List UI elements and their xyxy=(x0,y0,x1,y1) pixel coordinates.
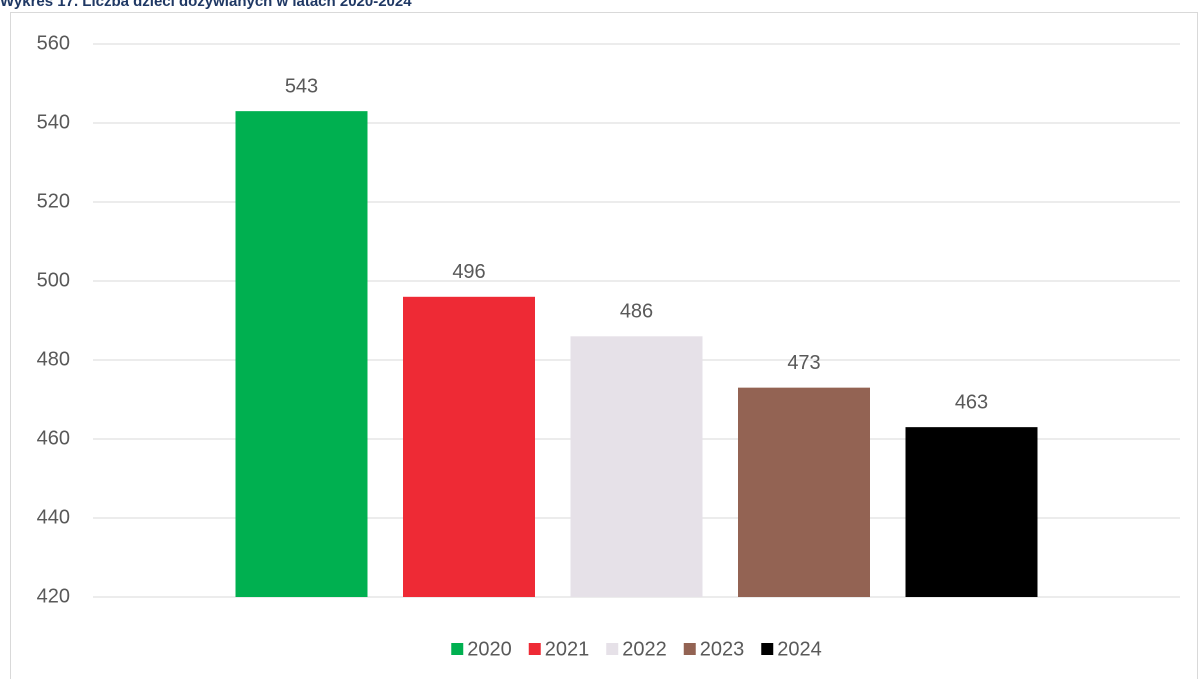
data-label: 496 xyxy=(452,261,485,283)
legend-label: 2024 xyxy=(777,638,822,660)
legend-swatch xyxy=(528,643,541,655)
chart-title: Wykres 17. Liczba dzieci dożywianych w l… xyxy=(0,0,412,10)
bar xyxy=(905,427,1038,597)
legend-swatch xyxy=(683,643,696,655)
bar xyxy=(403,296,535,597)
y-tick-label: 440 xyxy=(37,506,70,528)
data-label: 473 xyxy=(787,352,820,374)
legend-swatch xyxy=(451,643,464,655)
bar xyxy=(235,111,368,598)
legend-swatch xyxy=(606,643,619,655)
y-tick-label: 560 xyxy=(37,32,70,54)
data-label: 486 xyxy=(620,301,653,323)
y-tick-label: 420 xyxy=(37,585,70,607)
y-tick-label: 500 xyxy=(37,269,70,291)
legend-label: 2022 xyxy=(622,638,667,660)
data-label: 543 xyxy=(285,75,318,97)
y-tick-label: 460 xyxy=(37,427,70,449)
y-tick-label: 520 xyxy=(37,190,70,212)
data-label: 463 xyxy=(955,391,988,413)
legend-swatch xyxy=(761,643,774,655)
legend-label: 2020 xyxy=(467,638,512,660)
legend-label: 2021 xyxy=(545,638,590,660)
y-tick-label: 480 xyxy=(37,348,70,370)
y-tick-label: 540 xyxy=(37,111,70,133)
legend-label: 2023 xyxy=(700,638,745,660)
bar xyxy=(738,387,870,597)
bar xyxy=(570,336,703,597)
